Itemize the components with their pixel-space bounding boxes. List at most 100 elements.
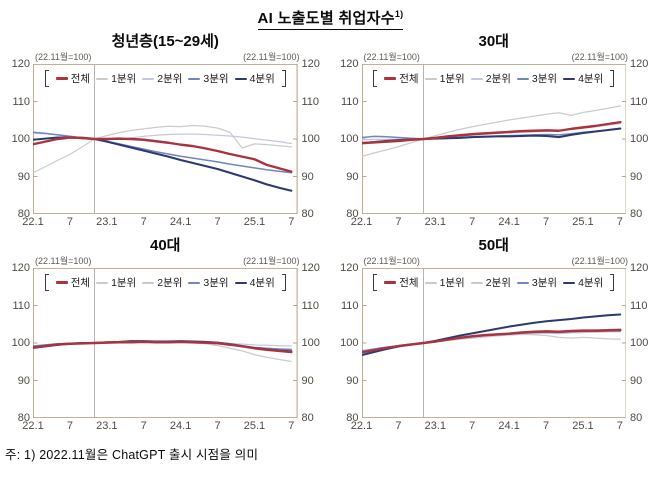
legend-item: 2분위	[142, 276, 182, 290]
x-tick-label: 22.1	[22, 420, 44, 432]
legend-dash-icon	[563, 281, 576, 284]
y-tick-label: 90	[301, 374, 314, 387]
legend-label: 3분위	[203, 276, 229, 289]
panel-title: 40대	[150, 237, 181, 254]
x-tick-label: 7	[469, 216, 476, 228]
x-tick-label: 7	[140, 216, 147, 228]
legend-label: 4분위	[578, 276, 604, 289]
legend-dash-icon	[188, 77, 201, 80]
x-tick-label: 25.1	[243, 216, 266, 228]
y-tick-label: 80	[346, 208, 359, 220]
legend-item: 전체	[55, 276, 90, 290]
index-note-left: (22.11월=100)	[35, 256, 92, 266]
legend-label: 2분위	[157, 72, 183, 85]
plot-area: 전체 1분위 2분위 3분위 4분위	[362, 64, 627, 214]
y-tick-label: 100	[11, 133, 30, 145]
y-tick-label: 110	[630, 95, 648, 108]
index-note-left: (22.11월=100)	[363, 52, 420, 62]
x-tick-label: 7	[66, 216, 73, 228]
legend-label: 전체	[399, 276, 419, 289]
page-title-footnote-marker: 1)	[394, 9, 404, 19]
index-note-left: (22.11월=100)	[363, 256, 420, 266]
y-tick-label: 80	[630, 412, 643, 424]
y-tick-label: 100	[340, 337, 359, 349]
y-tick-label: 80	[630, 208, 643, 220]
line-chart-svg	[33, 268, 298, 418]
y-tick-label: 110	[340, 95, 359, 108]
legend-item: 3분위	[516, 72, 557, 86]
x-tick-label: 24.1	[498, 216, 520, 228]
x-tick-label: 23.1	[96, 420, 118, 432]
y-tick-label: 120	[301, 262, 320, 274]
series-line-4분위	[33, 138, 291, 191]
legend-bracket-left	[373, 274, 378, 291]
y-tick-label: 120	[11, 58, 30, 70]
legend-label: 2분위	[157, 276, 183, 289]
y-tick-label: 120	[630, 262, 649, 274]
y-tick-label: 100	[301, 133, 320, 145]
legend-item: 1분위	[96, 276, 136, 290]
y-tick-label: 110	[301, 95, 320, 108]
legend-item: 전체	[384, 72, 419, 86]
legend-bracket-left	[44, 70, 49, 87]
x-tick-label: 24.1	[169, 420, 192, 432]
y-tick-label: 120	[340, 262, 359, 274]
x-tick-label: 7	[140, 420, 147, 432]
x-tick-label: 23.1	[424, 420, 447, 432]
panel-title: 청년층(15~29세)	[111, 33, 219, 50]
legend: 전체 1분위 2분위 3분위 4분위	[362, 274, 627, 291]
y-tick-label: 90	[630, 374, 643, 387]
legend-dash-icon	[142, 281, 155, 284]
y-tick-label: 100	[301, 337, 320, 349]
y-tick-label: 90	[17, 170, 30, 183]
legend-label: 4분위	[578, 72, 604, 85]
y-tick-label: 110	[340, 299, 359, 312]
legend-bracket-right	[281, 274, 286, 291]
legend-item: 3분위	[516, 276, 557, 290]
legend-item: 3분위	[188, 276, 229, 290]
legend-label: 2분위	[485, 72, 511, 85]
x-tick-label: 7	[542, 420, 550, 432]
x-tick-label: 24.1	[498, 420, 520, 432]
x-tick-label: 7	[214, 216, 221, 228]
legend-dash-icon	[424, 281, 437, 284]
index-note-row: (22.11월=100) (22.11월=100)	[5, 256, 326, 267]
series-line-전체	[33, 342, 291, 352]
legend-dash-icon	[470, 281, 483, 284]
legend-item: 4분위	[563, 72, 603, 86]
legend-label: 4분위	[249, 72, 275, 85]
y-tick-label: 110	[12, 299, 30, 312]
legend-dash-icon	[384, 77, 397, 80]
index-note-right: (22.11월=100)	[243, 256, 300, 266]
legend-item: 전체	[384, 276, 419, 290]
legend-item: 4분위	[234, 72, 275, 86]
y-axis-right: 120 110 100 90 80	[298, 58, 326, 220]
y-tick-label: 110	[630, 299, 648, 312]
legend-dash-icon	[234, 77, 247, 80]
x-tick-label: 7	[469, 420, 476, 432]
legend-dash-icon	[96, 77, 109, 80]
legend-dash-icon	[96, 281, 109, 284]
y-tick-label: 100	[630, 337, 649, 349]
series-line-1분위	[33, 126, 291, 173]
x-tick-label: 25.1	[243, 420, 266, 432]
panel-title: 30대	[478, 33, 510, 50]
y-tick-label: 110	[301, 299, 320, 312]
legend-bracket-right	[610, 274, 615, 291]
chart-panel: 50대 (22.11월=100) (22.11월=100) 120 110 100 9…	[334, 235, 655, 434]
plot-area: 전체 1분위 2분위 3분위 4분위	[33, 268, 298, 418]
legend-item: 2분위	[142, 72, 182, 86]
x-axis-labels: 22.1 7 23.1 7 24.1 7 25.1 7	[22, 420, 298, 434]
y-axis-right: 120 110 100 90 80	[626, 262, 654, 424]
y-tick-label: 100	[340, 133, 359, 145]
legend-bracket-right	[281, 70, 286, 87]
legend: 전체 1분위 2분위 3분위 4분위	[33, 70, 298, 87]
legend-dash-icon	[470, 77, 483, 80]
series-line-전체	[33, 138, 291, 172]
legend-item: 1분위	[424, 276, 465, 290]
x-tick-label: 7	[214, 420, 221, 432]
legend-item: 4분위	[234, 276, 275, 290]
legend-bracket-left	[44, 274, 49, 291]
x-axis-labels: 22.1 7 23.1 7 24.1 7 25.1 7	[351, 216, 627, 230]
y-axis-right: 120 110 100 90 80	[298, 262, 326, 424]
